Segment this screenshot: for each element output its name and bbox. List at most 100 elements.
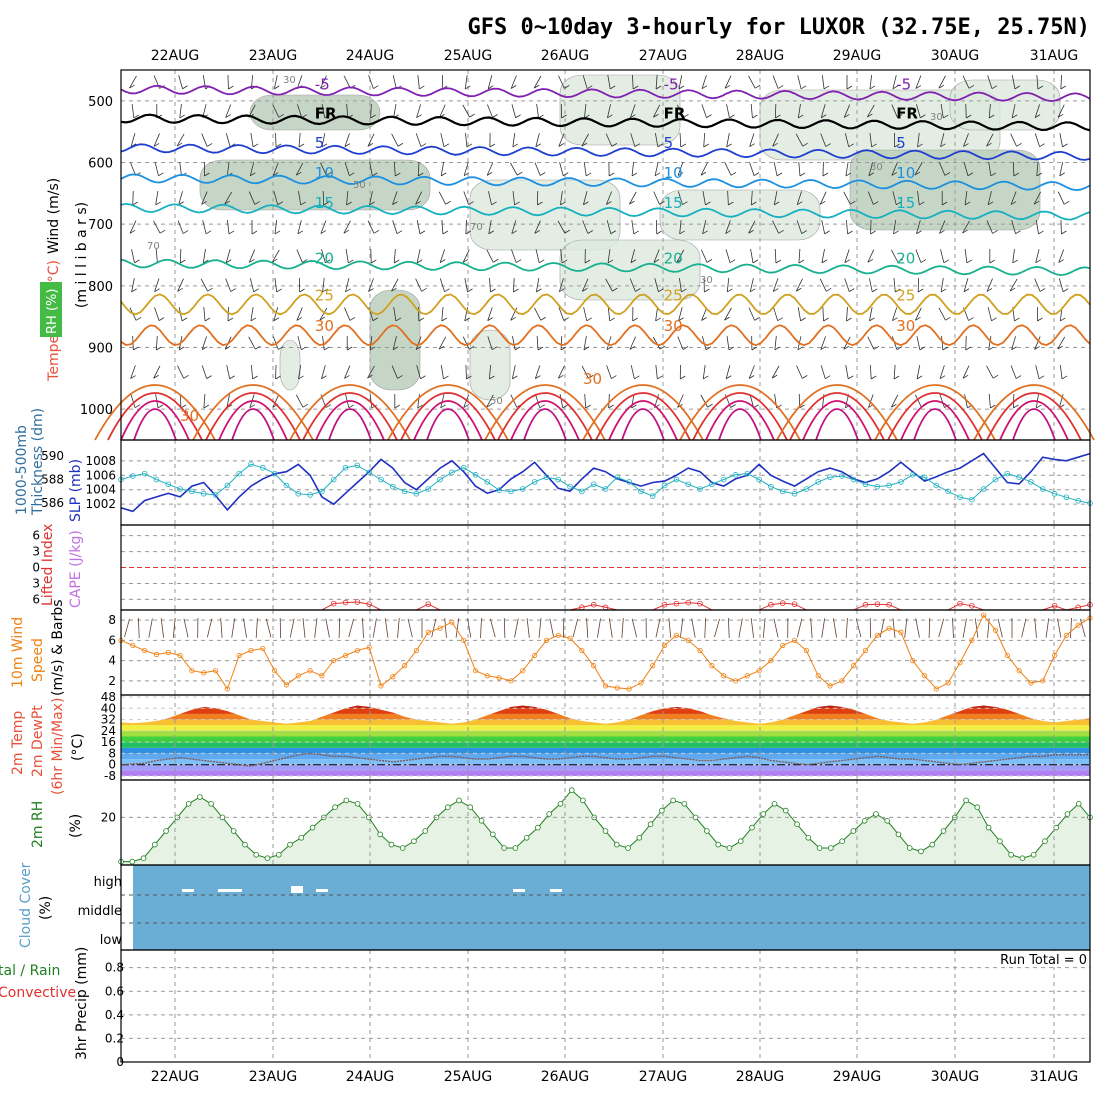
wind-barb-flag	[728, 346, 735, 351]
rh2m-point	[861, 817, 868, 824]
wind-barb	[297, 104, 303, 118]
wind-barb-flag	[965, 346, 971, 351]
wind-barb	[986, 220, 993, 234]
wind10m-point	[768, 657, 774, 664]
wind10m-barb	[668, 618, 672, 638]
rh2m-point	[726, 845, 733, 851]
wind-barb-flag	[943, 114, 949, 119]
rh2m-point	[456, 797, 462, 804]
rh2m-point	[253, 851, 260, 858]
wind-barb-flag	[226, 259, 232, 264]
wind-barb	[820, 365, 826, 379]
wind-barb-flag	[153, 374, 159, 379]
wind-barb	[558, 278, 564, 292]
wind10m-ylabel: 10m Wind Speed (m/s) & Barbs	[10, 599, 66, 696]
wind-barb-flag	[991, 317, 997, 322]
rh2m-point	[828, 845, 834, 851]
wind-barb	[393, 161, 396, 177]
wind10m-barb	[338, 618, 341, 638]
precip-label-b: Convective	[0, 985, 76, 1001]
surface-isotherm	[400, 392, 496, 441]
wind-barb	[964, 394, 968, 408]
wind-barb-flag	[1059, 172, 1065, 177]
wind-barb-flag	[228, 230, 235, 235]
wind-barb-flag	[154, 288, 160, 293]
wind10m-point	[933, 686, 939, 692]
wind-barb	[987, 191, 992, 205]
wind-barb	[748, 220, 756, 234]
pressure-tick-label: 800	[88, 280, 113, 295]
wind-barb-flag	[273, 172, 279, 176]
wind-barb	[131, 278, 135, 292]
wind-barb	[938, 75, 946, 89]
wind-barb-flag	[867, 113, 873, 118]
wind-barb	[631, 220, 635, 234]
wind-barb-flag	[632, 317, 638, 322]
thickness-point	[638, 488, 644, 495]
wind-barb-flag	[1058, 259, 1064, 263]
wind-barb-flag	[823, 85, 830, 90]
rh2m-area	[121, 790, 1090, 865]
thickness-point	[271, 470, 278, 477]
wind-barb-flag	[273, 317, 280, 322]
temp-band	[121, 747, 1090, 754]
wind-barb	[867, 249, 875, 263]
wind10m-barb	[289, 618, 295, 638]
wind-barb	[915, 75, 922, 89]
wind-barb-flag	[395, 172, 401, 177]
wind-barb	[417, 74, 420, 90]
rh2m-point	[399, 845, 406, 851]
wind-barb	[415, 191, 423, 205]
rh2m-label-a: 2m RH	[30, 801, 46, 848]
wind-barb-flag	[629, 346, 636, 350]
wind-barb-flag	[418, 172, 424, 177]
wind-barb	[487, 307, 493, 321]
wind-barb	[964, 249, 968, 263]
wind-barb-flag	[250, 172, 256, 177]
rh2m-point	[535, 824, 541, 831]
surface-isotherm	[986, 392, 1082, 441]
surface-isotherm	[192, 384, 314, 441]
rh2m-point	[884, 817, 890, 824]
wind10m-point	[425, 629, 431, 635]
rh2m-point	[546, 811, 552, 817]
wind-barb	[772, 220, 780, 234]
rh2m-ylabel: 2m RH	[30, 801, 46, 848]
wind-barb-flag	[917, 288, 924, 293]
wind-barb	[845, 365, 849, 379]
wind-barb	[727, 190, 729, 206]
rh2m-point	[1008, 851, 1014, 858]
temp2m-tick-label: 24	[101, 724, 116, 738]
wind-barb	[938, 307, 946, 321]
wind-barb-flag	[515, 259, 522, 263]
rh-contour-label: 30	[283, 75, 296, 86]
wind-barb	[248, 191, 256, 205]
cloud-row-label: low	[100, 933, 123, 948]
wind10m-point	[236, 652, 242, 659]
wind10m-label-a: 10m Wind	[10, 617, 26, 688]
wind-barb	[179, 393, 182, 409]
wind-barb-flag	[751, 201, 757, 206]
wind-barb	[274, 220, 278, 234]
wind10m-point	[791, 637, 798, 643]
isotherm-label: 20	[664, 249, 683, 267]
wind-barb-flag	[774, 201, 780, 206]
wind-barb-flag	[205, 230, 212, 235]
wind10m-barb	[750, 618, 755, 638]
wind-barb-flag	[992, 374, 999, 379]
wind10m-barb	[255, 618, 258, 638]
wind-barb-flag	[629, 200, 635, 205]
wind-barb	[486, 162, 494, 176]
wind-barb-flag	[179, 346, 185, 351]
wind-barb	[869, 75, 873, 89]
temp-band	[121, 697, 1090, 703]
isotherm-FR	[120, 113, 1091, 132]
wind-barb	[393, 248, 396, 264]
wind-barb-flag	[750, 288, 756, 293]
wind10m-barb	[467, 618, 472, 638]
wind-barb	[774, 248, 777, 264]
wind-barb	[368, 75, 374, 89]
surface-isotherm	[973, 384, 1095, 441]
wind10m-barb	[549, 618, 555, 638]
wind-barb-flag	[704, 288, 710, 293]
